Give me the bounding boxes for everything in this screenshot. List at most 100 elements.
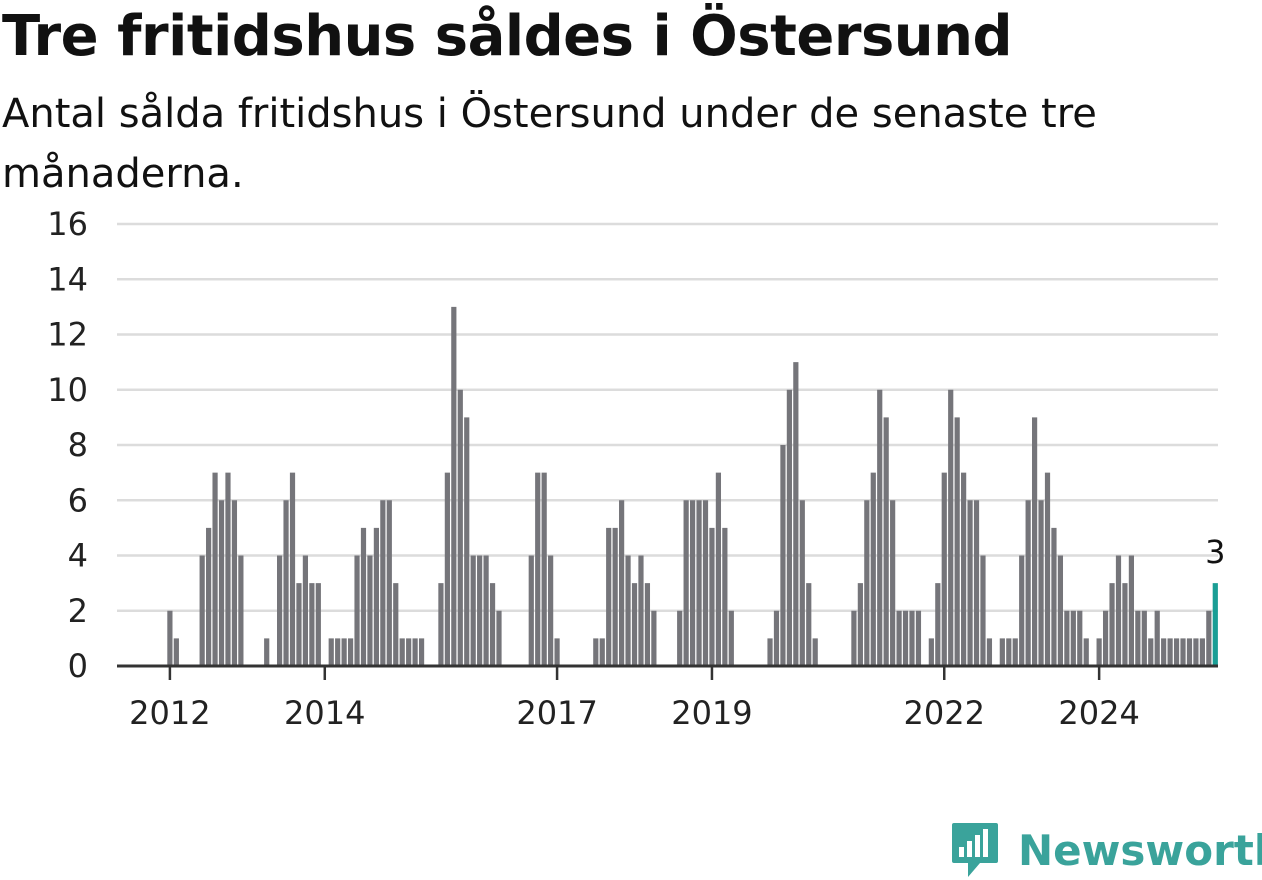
- bar: [651, 610, 657, 666]
- bar: [1193, 638, 1199, 667]
- x-tick-label: 2024: [1058, 694, 1139, 732]
- y-tick-label: 16: [47, 205, 88, 243]
- bar: [212, 472, 218, 667]
- bar: [954, 417, 960, 667]
- bar: [1173, 638, 1180, 667]
- bar: [309, 583, 315, 667]
- bar: [619, 500, 625, 666]
- bar: [444, 472, 450, 667]
- bar-highlight: [1212, 583, 1218, 667]
- bar: [412, 638, 418, 667]
- bar: [722, 527, 728, 667]
- bar: [870, 472, 876, 667]
- last-value-label: 3: [1205, 533, 1225, 571]
- bar: [677, 610, 683, 666]
- bar: [302, 555, 309, 666]
- bar: [1109, 583, 1115, 667]
- bar: [1128, 555, 1134, 666]
- bar: [915, 610, 922, 666]
- bar: [548, 555, 554, 666]
- bar: [599, 638, 605, 667]
- x-axis-ticks: 2012 2014 2017 2019 2022 2024: [129, 666, 1140, 732]
- bars: [167, 306, 1218, 667]
- y-tick-label: 10: [47, 371, 88, 409]
- bar: [225, 472, 231, 667]
- bar: [948, 389, 954, 666]
- bar: [1025, 500, 1031, 666]
- bar: [812, 638, 818, 667]
- bar: [793, 362, 799, 667]
- bar: [980, 555, 986, 666]
- bar: [477, 555, 483, 666]
- bar: [728, 610, 734, 666]
- newsworthy-logo[interactable]: Newsworthy: [950, 820, 1262, 880]
- y-tick-label: 0: [68, 647, 88, 685]
- bar: [1038, 500, 1044, 666]
- bar: [464, 417, 470, 667]
- bar: [857, 583, 863, 667]
- x-tick-label: 2012: [129, 694, 210, 732]
- bar: [715, 472, 722, 667]
- x-tick-label: 2017: [516, 694, 597, 732]
- bar: [199, 555, 205, 666]
- bar: [961, 472, 967, 667]
- bar: [1044, 472, 1051, 667]
- bar: [935, 583, 941, 667]
- chart-title: Tre fritidshus såldes i Östersund: [2, 4, 1013, 69]
- bar: [367, 555, 373, 666]
- bar: [1199, 638, 1205, 667]
- bar: [277, 555, 283, 666]
- bar: [528, 555, 534, 666]
- bar: [1115, 555, 1122, 666]
- bar: [973, 500, 980, 666]
- bar: [438, 583, 444, 667]
- bar: [1135, 610, 1141, 666]
- bar: [315, 583, 321, 667]
- bar: [786, 389, 792, 666]
- bar: [593, 638, 599, 667]
- bar: [689, 500, 696, 666]
- bar: [1186, 638, 1193, 667]
- bar: [644, 583, 651, 667]
- bar: [418, 638, 425, 667]
- bar: [702, 500, 709, 666]
- bar: [999, 638, 1005, 667]
- bar: [1180, 638, 1186, 667]
- bar: [231, 500, 238, 666]
- bar: [1019, 555, 1025, 666]
- newsworthy-logo-text: Newsworthy: [1018, 825, 1262, 875]
- bar: [883, 417, 889, 667]
- bar: [1206, 610, 1212, 666]
- bar: [890, 500, 896, 666]
- bar-chart: 0 2 4 6 8 10 12 14 16 2012 2014 2017 2019 2022 2024 3: [47, 205, 1225, 732]
- chart-subtitle: Antal sålda fritidshus i Östersund under…: [2, 91, 1097, 197]
- bar: [535, 472, 541, 667]
- bar: [606, 527, 612, 667]
- bar: [967, 500, 973, 666]
- newsworthy-logo-icon: [952, 823, 998, 877]
- y-tick-label: 14: [47, 260, 88, 298]
- bar: [1102, 610, 1109, 666]
- bar: [1167, 638, 1173, 667]
- bar: [406, 638, 412, 667]
- bar: [986, 638, 993, 667]
- bar: [1070, 610, 1076, 666]
- bar: [902, 610, 909, 666]
- bar: [373, 527, 379, 667]
- x-tick-label: 2022: [904, 694, 985, 732]
- y-tick-label: 6: [68, 481, 88, 519]
- bar: [1012, 638, 1018, 667]
- bar: [554, 638, 560, 667]
- bar: [909, 610, 915, 666]
- bar: [393, 583, 399, 667]
- bar: [399, 638, 405, 667]
- bar: [941, 472, 947, 667]
- bar: [167, 610, 173, 666]
- bar: [612, 527, 618, 667]
- bar: [380, 500, 386, 666]
- bar: [709, 527, 715, 667]
- bar: [1096, 638, 1102, 667]
- bar: [489, 583, 496, 667]
- data-labels: 3: [1205, 533, 1225, 571]
- x-tick-label: 2019: [671, 694, 752, 732]
